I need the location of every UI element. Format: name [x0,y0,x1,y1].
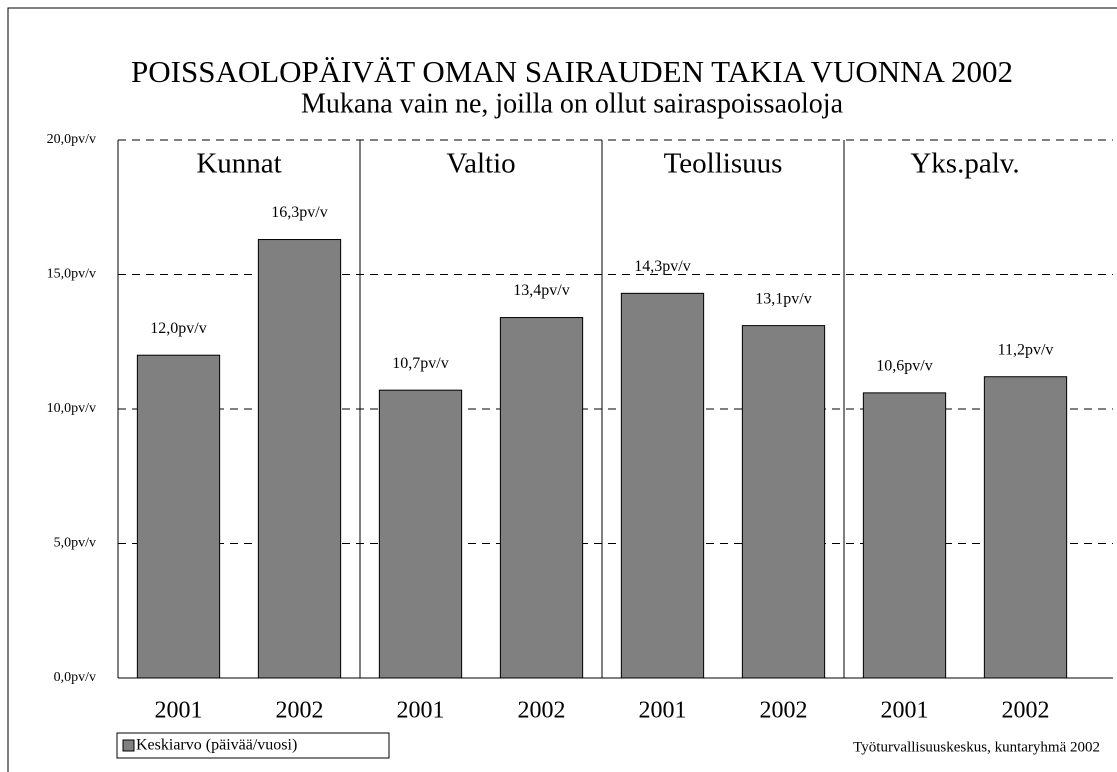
x-tick-label: 2002 [760,698,808,724]
legend-box [116,732,390,759]
bar [983,376,1068,679]
y-tick-label: 0,0pv/v [54,670,96,685]
value-label: 12,0pv/v [150,320,206,337]
value-label: 14,3pv/v [634,258,690,275]
x-tick-label: 2001 [397,698,445,724]
bar [741,325,826,679]
x-tick-label: 2001 [639,698,687,724]
x-tick-label: 2002 [518,698,566,724]
group-label: Yks.palv. [910,148,1019,180]
chart-subtitle: Mukana vain ne, joilla on ollut sairaspo… [301,88,844,119]
y-tick-label: 15,0pv/v [47,267,96,282]
source-note: Työturvallisuuskeskus, kuntaryhmä 2002 [853,739,1100,755]
group-label: Valtio [446,148,515,180]
y-tick-label: 20,0pv/v [47,132,96,147]
value-label: 10,6pv/v [876,358,932,375]
x-tick-label: 2002 [1002,698,1050,724]
value-label: 11,2pv/v [998,341,1054,358]
bar [257,239,342,679]
bar [136,354,221,679]
legend-label: Keskiarvo (päivää/vuosi) [136,737,297,754]
x-tick-label: 2001 [155,698,203,724]
chart-title: POISSAOLOPÄIVÄT OMAN SAIRAUDEN TAKIA VUO… [131,54,1013,89]
legend-swatch [122,739,135,752]
group-label: Kunnat [196,148,281,180]
value-label: 16,3pv/v [271,204,327,221]
value-label: 13,1pv/v [755,290,811,307]
value-label: 10,7pv/v [392,355,448,372]
x-tick-label: 2002 [276,698,324,724]
y-tick-label: 10,0pv/v [47,401,96,416]
bar [620,292,705,679]
value-label: 13,4pv/v [513,282,569,299]
group-label: Teollisuus [664,148,783,180]
bar [862,392,947,679]
x-tick-label: 2001 [881,698,929,724]
bar [378,389,463,679]
y-tick-label: 5,0pv/v [54,536,96,551]
bar [499,317,584,679]
